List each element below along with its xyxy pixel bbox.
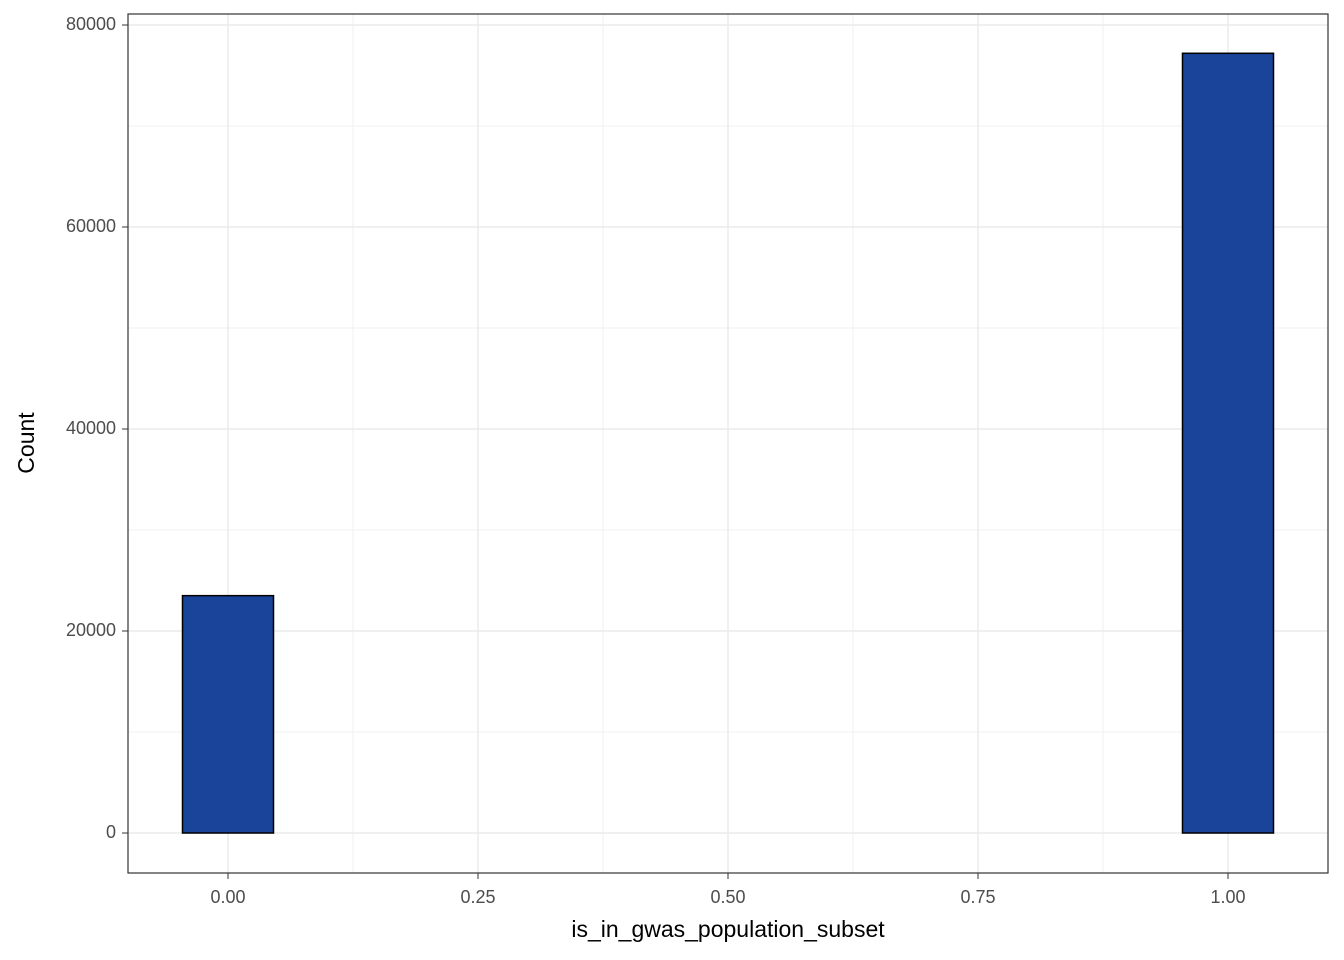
x-tick-label: 0.00 — [210, 887, 245, 907]
x-tick-label: 0.75 — [960, 887, 995, 907]
bar — [181, 594, 275, 834]
bar — [1181, 52, 1275, 834]
y-tick-label: 0 — [106, 822, 116, 842]
x-tick-label: 0.50 — [710, 887, 745, 907]
x-tick-label: 1.00 — [1210, 887, 1245, 907]
y-tick-label: 20000 — [66, 620, 116, 640]
y-tick-label: 80000 — [66, 14, 116, 34]
y-axis-title: Count — [13, 412, 39, 474]
y-tick-label: 60000 — [66, 216, 116, 236]
y-tick-label: 40000 — [66, 418, 116, 438]
x-tick-label: 0.25 — [460, 887, 495, 907]
x-axis-title: is_in_gwas_population_subset — [571, 916, 885, 942]
panel-border — [127, 13, 1329, 874]
